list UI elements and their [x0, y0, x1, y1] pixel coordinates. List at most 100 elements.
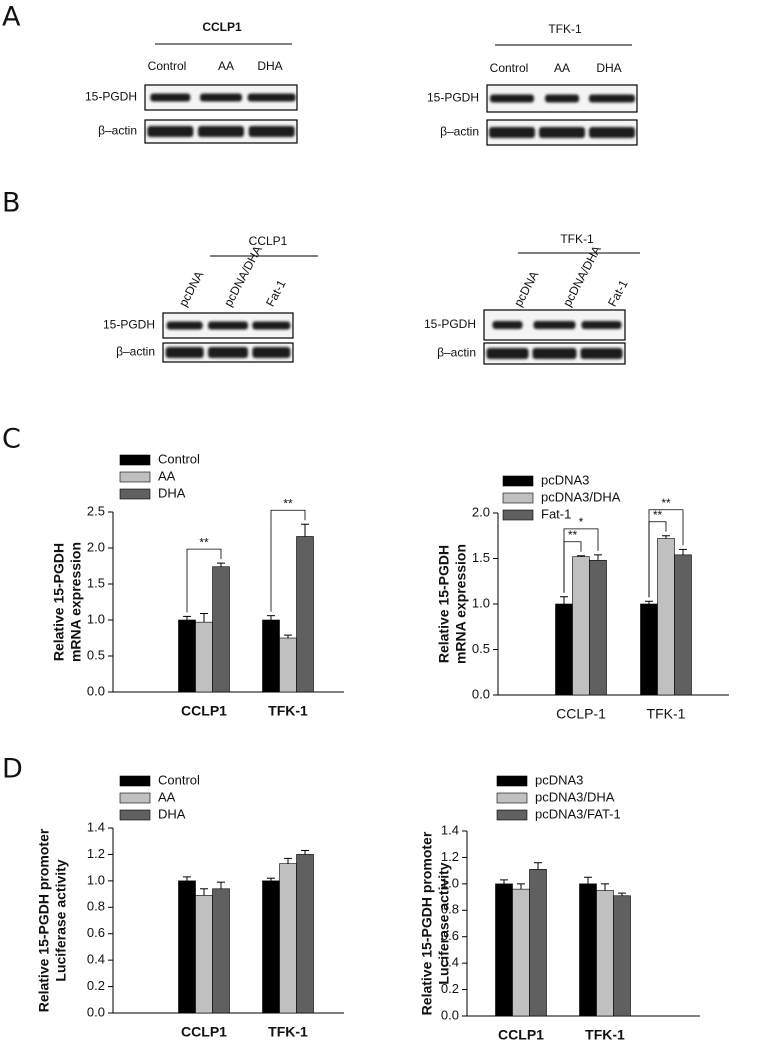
bar	[296, 536, 314, 693]
legend-label: AA	[158, 789, 176, 804]
legend-label: AA	[158, 468, 176, 483]
band	[539, 127, 585, 138]
panel-letter: A	[2, 2, 21, 33]
lane-label: pcDNA/DHA	[221, 243, 265, 308]
bar	[178, 880, 196, 1014]
lane-label: pcDNA	[176, 269, 206, 309]
row-label: β–actin	[116, 345, 155, 359]
row-label: β–actin	[440, 125, 479, 139]
band	[492, 321, 523, 329]
legend-swatch	[496, 809, 528, 821]
legend-swatch	[119, 792, 151, 804]
y-tick-label: 0.2	[87, 978, 105, 993]
band	[589, 127, 635, 138]
panel-letter: C	[2, 424, 21, 455]
legend-swatch	[119, 471, 151, 483]
bar	[262, 880, 280, 1014]
panel-letter: D	[2, 754, 23, 785]
legend-swatch	[496, 775, 528, 787]
band	[208, 321, 248, 330]
blot-title: CCLP1	[202, 20, 242, 34]
significance-label: **	[653, 508, 663, 522]
bar	[555, 603, 573, 696]
bar	[296, 854, 314, 1014]
bar	[279, 863, 297, 1014]
significance-label: **	[568, 528, 578, 542]
bar	[613, 895, 631, 1017]
band	[545, 94, 579, 103]
band	[248, 126, 295, 137]
row-label: 15-PGDH	[424, 317, 476, 331]
y-tick-label: 1.0	[441, 875, 459, 890]
x-tick-label: TFK-1	[585, 1027, 625, 1043]
x-tick-label: CCLP1	[498, 1027, 544, 1043]
y-tick-label: 2.0	[472, 504, 490, 519]
legend-label: pcDNA3/DHA	[535, 789, 615, 804]
bar	[640, 603, 658, 696]
band	[247, 93, 296, 102]
legend-label: pcDNA3	[535, 772, 583, 787]
y-tick-label: 1.0	[472, 595, 490, 610]
blot-title: TFK-1	[548, 22, 582, 36]
significance-bracket	[270, 509, 306, 612]
legend-swatch	[119, 488, 151, 500]
legend-swatch	[119, 454, 151, 466]
legend-swatch	[502, 492, 534, 504]
band	[166, 321, 203, 330]
legend-label: Control	[158, 451, 200, 466]
lane-label: AA	[554, 61, 570, 75]
y-tick-label: 2.5	[87, 503, 105, 518]
lane-label: Control	[148, 59, 187, 73]
band	[489, 127, 535, 138]
bar	[512, 888, 530, 1017]
lane-label: Control	[490, 61, 529, 75]
band	[581, 321, 622, 329]
band	[200, 93, 242, 102]
band	[150, 93, 191, 102]
y-axis-label: mRNA expression	[68, 542, 84, 662]
y-axis-label: Relative 15-PGDH promoter	[419, 831, 435, 1015]
band	[533, 321, 576, 329]
y-tick-label: 0.4	[441, 955, 459, 970]
y-tick-label: 0.2	[441, 981, 459, 996]
band	[490, 94, 534, 103]
row-label: β–actin	[98, 124, 137, 138]
legend-swatch	[119, 775, 151, 787]
y-tick-label: 0.4	[87, 952, 105, 967]
bar	[572, 556, 590, 696]
bar	[212, 888, 230, 1014]
bar	[195, 621, 213, 693]
y-tick-label: 0.0	[472, 686, 490, 701]
bar	[596, 890, 614, 1017]
y-tick-label: 0.0	[87, 1004, 105, 1019]
bar	[212, 566, 230, 693]
bar	[657, 538, 675, 696]
bar	[262, 619, 280, 693]
bar	[579, 883, 597, 1017]
y-axis-label: mRNA expression	[453, 544, 469, 664]
x-tick-label: TFK-1	[647, 706, 686, 722]
significance-bracket	[563, 528, 599, 593]
significance-bracket	[186, 548, 222, 613]
bar	[529, 869, 547, 1017]
y-axis-label: Relative 15-PGDH	[436, 545, 452, 663]
y-tick-label: 2.0	[87, 539, 105, 554]
blot-title: TFK-1	[560, 232, 594, 246]
legend-label: pcDNA3	[541, 472, 589, 487]
legend-label: pcDNA3/FAT-1	[535, 806, 621, 821]
legend-swatch	[119, 809, 151, 821]
band	[252, 347, 291, 358]
panel-letter: B	[2, 188, 21, 219]
significance-label: *	[579, 515, 584, 529]
band	[165, 347, 204, 358]
band	[532, 348, 577, 359]
x-tick-label: TFK-1	[268, 1024, 308, 1040]
band	[486, 348, 529, 359]
y-axis-label: Luciferase activity	[53, 859, 69, 981]
legend-swatch	[502, 475, 534, 487]
y-tick-label: 1.2	[87, 846, 105, 861]
x-tick-label: CCLP1	[181, 703, 227, 719]
legend-label: pcDNA3/DHA	[541, 489, 621, 504]
x-tick-label: CCLP-1	[556, 706, 606, 722]
y-tick-label: 0.0	[87, 683, 105, 698]
